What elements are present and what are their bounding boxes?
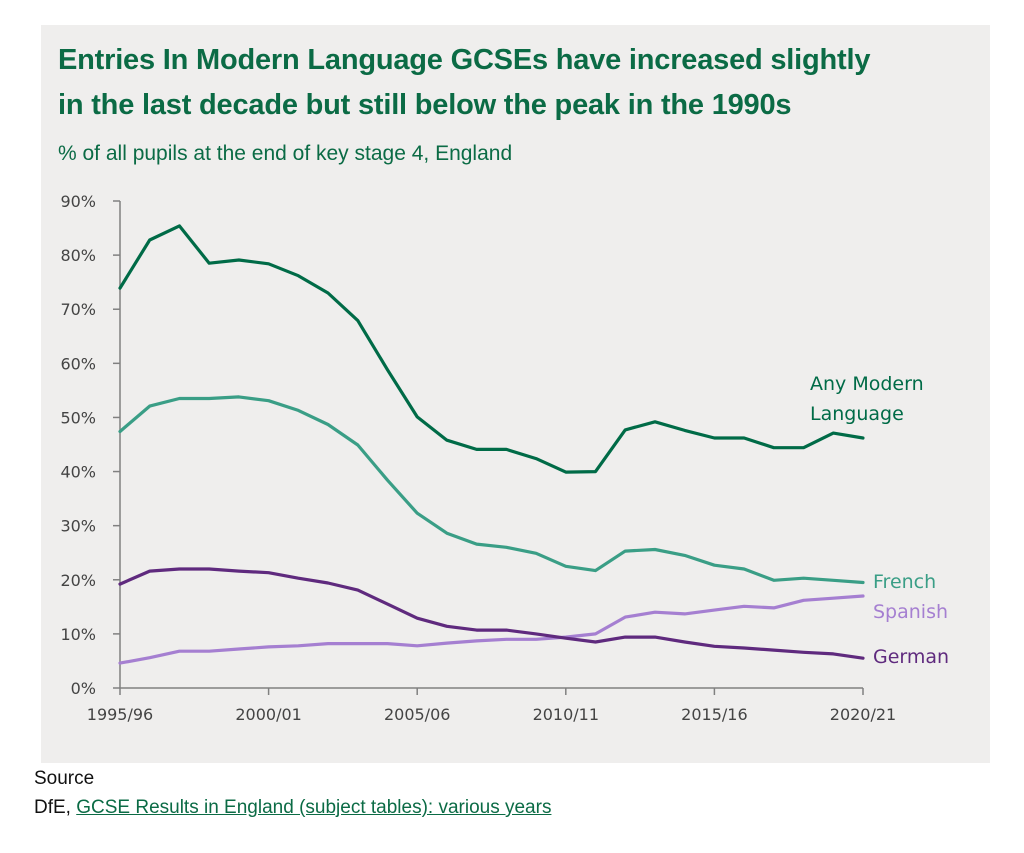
series-label-line: Any Modern [810, 373, 924, 395]
y-tick-label: 30% [60, 517, 96, 536]
y-tick-label: 90% [60, 192, 96, 211]
source-prefix: DfE, [34, 797, 77, 818]
y-tick-label: 70% [60, 300, 96, 319]
series-line-french [118, 395, 865, 585]
source-citation: DfE, GCSE Results in England (subject ta… [34, 797, 551, 819]
x-tick-label: 2015/16 [681, 705, 747, 724]
series-line-spanish [118, 594, 865, 665]
chart-title-line-1: Entries In Modern Language GCSEs have in… [58, 44, 871, 76]
series-label-spanish: Spanish [873, 601, 948, 623]
series-lines [118, 224, 865, 665]
chart-title: Entries In Modern Language GCSEs have in… [58, 38, 988, 128]
series-label-any-modern-language: Any Modern Language [810, 373, 924, 425]
y-tick-label: 0% [71, 679, 96, 698]
y-tick-label: 50% [60, 408, 96, 427]
y-tick-label: 40% [60, 463, 96, 482]
source-heading: Source [34, 768, 95, 789]
series-line-any-modern-language [118, 224, 865, 474]
axes: 0% 10% 20% 30% 40% 50% 60% 70% 80% 90% 1995/96 2000… [60, 192, 896, 724]
y-tick-label: 10% [60, 625, 96, 644]
source-link[interactable]: GCSE Results in England (subject tables)… [76, 797, 552, 818]
series-label-german: German [873, 646, 949, 668]
x-tick-label: 2005/06 [384, 705, 450, 724]
chart-subtitle: % of all pupils at the end of key stage … [58, 142, 513, 165]
x-tick-label: 1995/96 [87, 705, 153, 724]
y-tick-label: 60% [60, 354, 96, 373]
series-labels: Any Modern Language French Spanish German [810, 373, 949, 668]
series-label-line: Spanish [873, 601, 948, 623]
x-tick-label: 2010/11 [533, 705, 599, 724]
series-line-german [118, 567, 865, 660]
series-label-french: French [873, 571, 936, 593]
series-label-line: Language [810, 403, 904, 425]
y-tick-label: 80% [60, 246, 96, 265]
chart-title-line-2: in the last decade but still below the p… [58, 89, 792, 121]
y-tick-label: 20% [60, 571, 96, 590]
x-tick-label: 2000/01 [235, 705, 301, 724]
series-label-line: French [873, 571, 936, 593]
x-tick-label: 2020/21 [830, 705, 896, 724]
series-label-line: German [873, 646, 949, 668]
